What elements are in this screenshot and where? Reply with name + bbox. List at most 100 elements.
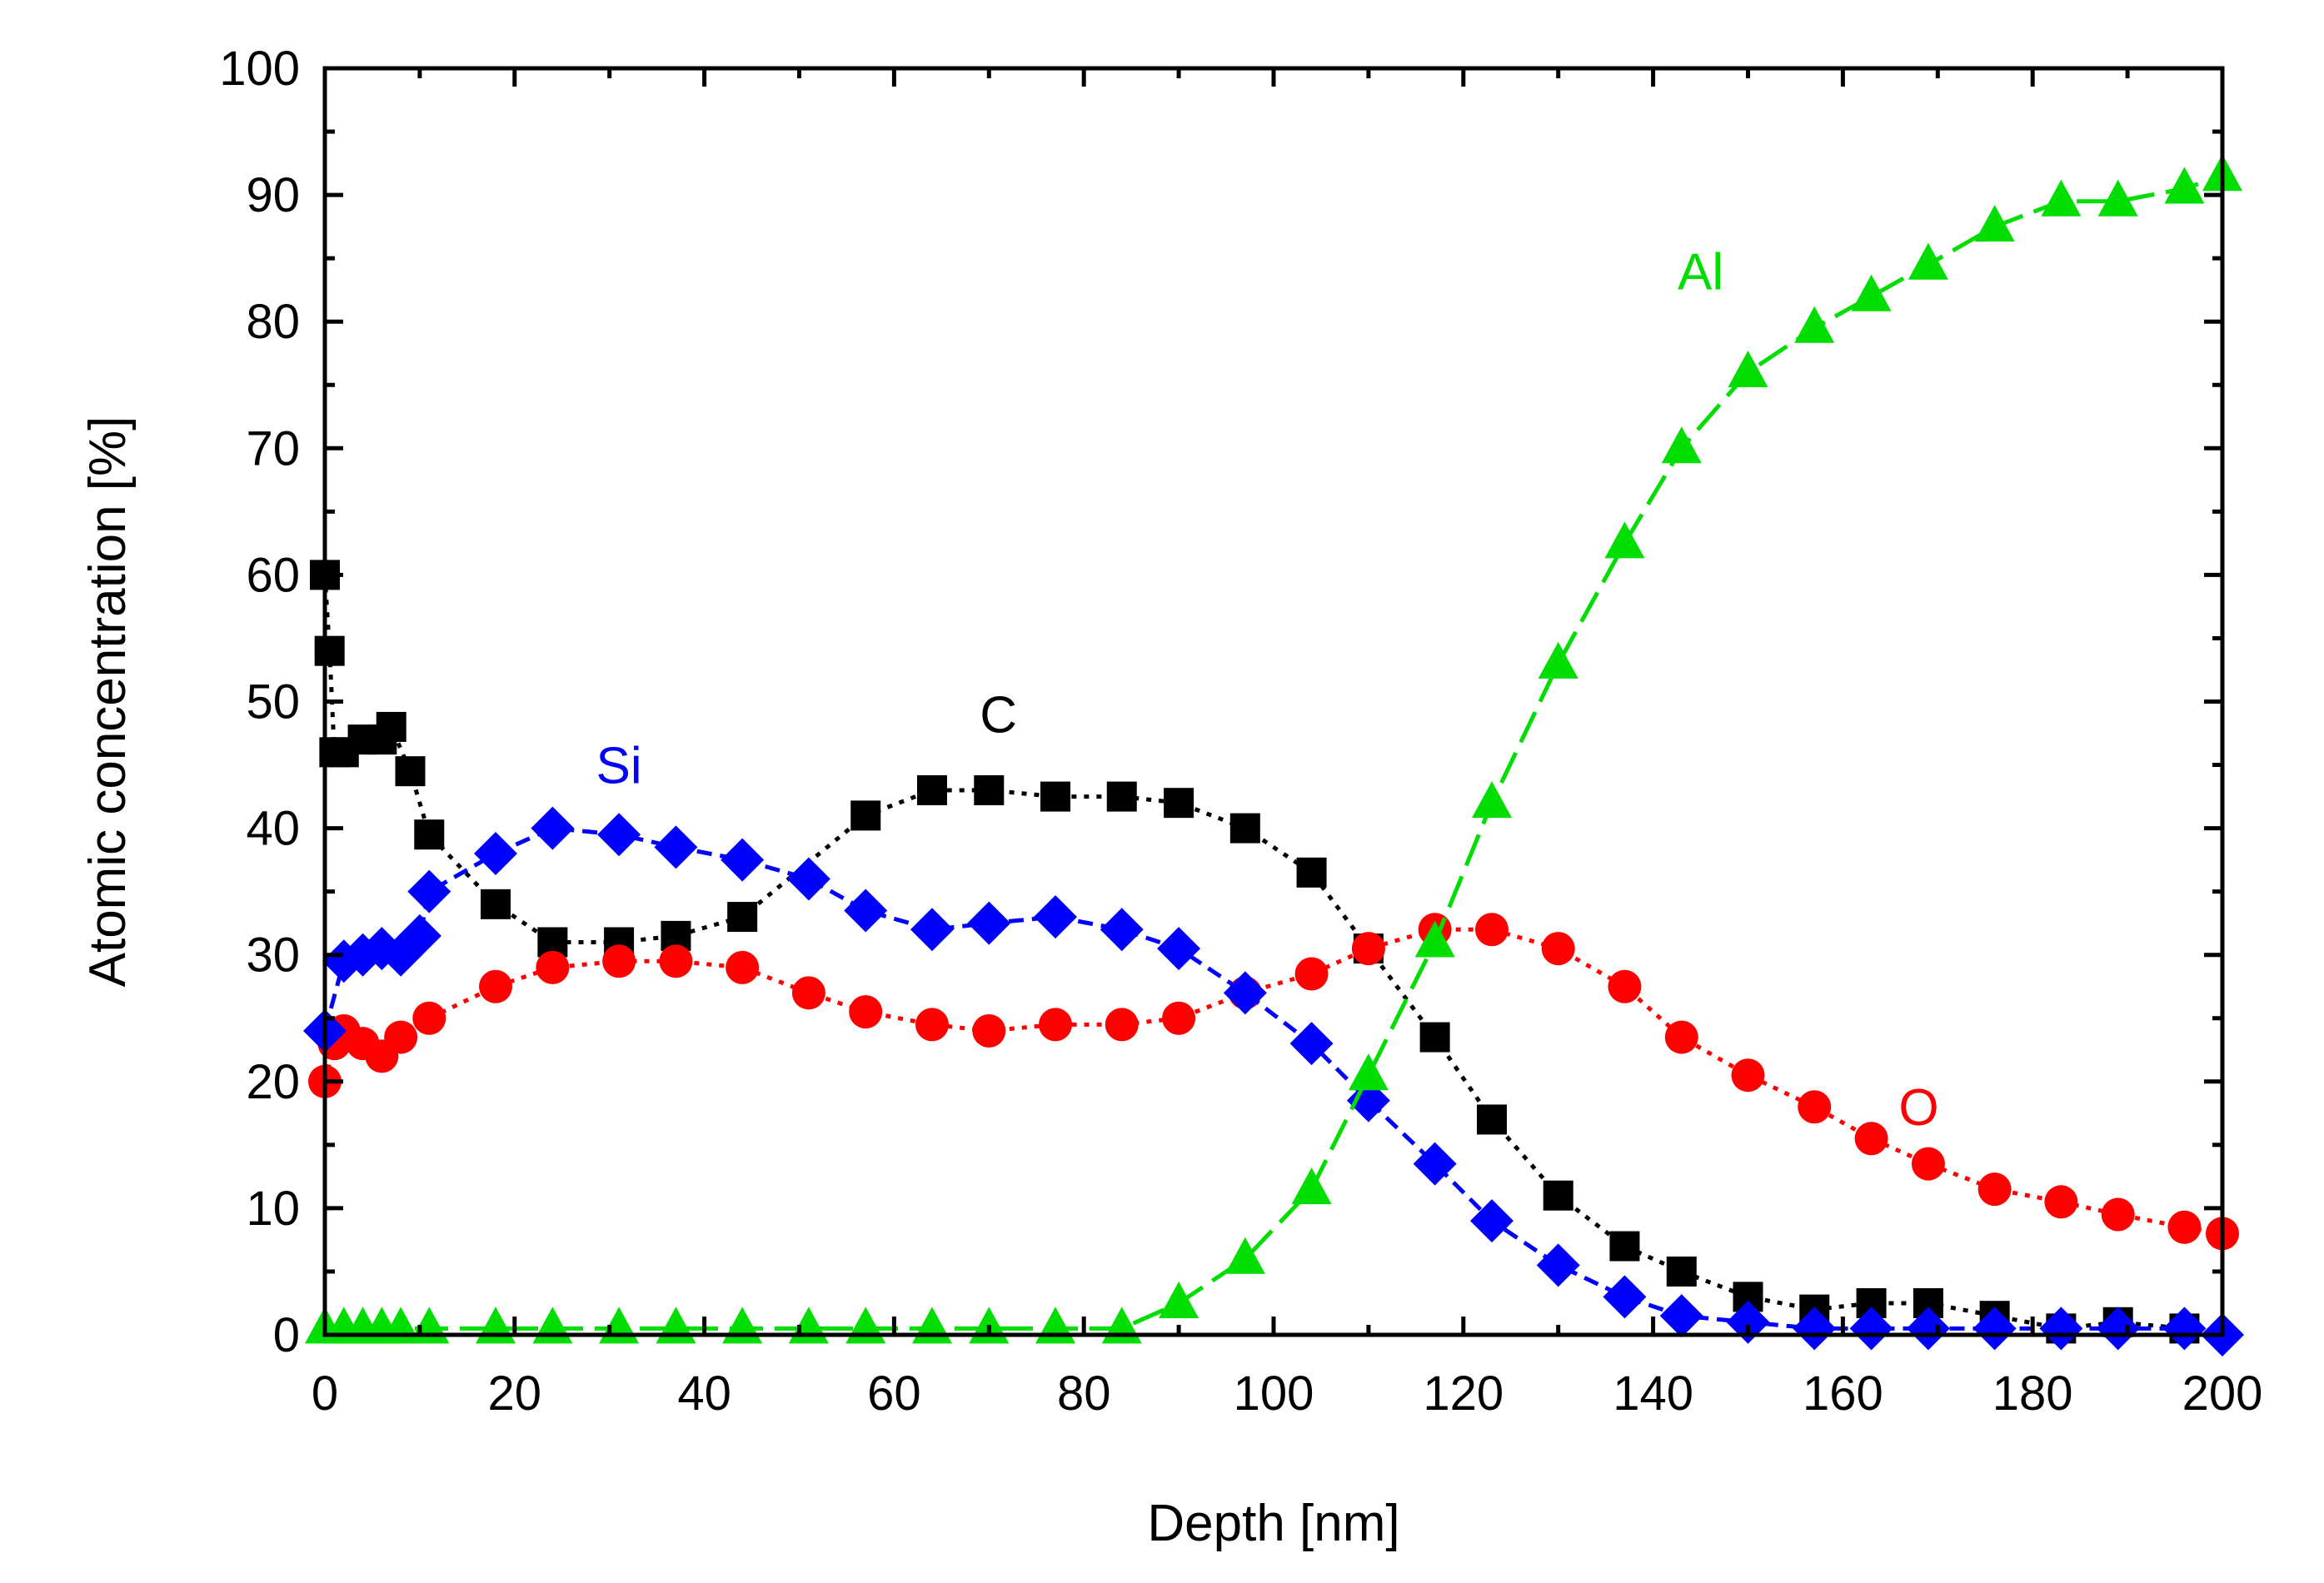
c-point bbox=[1229, 813, 1260, 844]
si-point bbox=[1413, 1142, 1457, 1186]
o-point bbox=[2167, 1210, 2202, 1244]
x-axis-title: Depth [nm] bbox=[1147, 1495, 1399, 1552]
y-tick-label: 40 bbox=[246, 802, 300, 856]
x-tick-label: 140 bbox=[1613, 1366, 1693, 1421]
y-tick-label: 0 bbox=[273, 1308, 300, 1362]
c-point bbox=[1296, 857, 1327, 888]
al-point bbox=[409, 1307, 450, 1344]
si-point bbox=[786, 857, 830, 901]
o-point bbox=[384, 1020, 418, 1054]
o-point bbox=[1351, 932, 1385, 966]
si-point bbox=[967, 901, 1011, 945]
al-point bbox=[1291, 1167, 1332, 1205]
x-tick-label: 180 bbox=[1992, 1366, 2073, 1421]
c-point bbox=[1040, 781, 1071, 812]
si-point bbox=[910, 908, 954, 952]
series-si bbox=[303, 806, 2244, 1357]
o-point bbox=[791, 976, 825, 1010]
o-point bbox=[2101, 1197, 2135, 1232]
si-point bbox=[1603, 1275, 1647, 1319]
c-point bbox=[1666, 1256, 1697, 1287]
si-point bbox=[2096, 1307, 2140, 1351]
o-point bbox=[726, 950, 760, 984]
o-point bbox=[1977, 1172, 2012, 1207]
al-point bbox=[2041, 179, 2082, 217]
si-point bbox=[1793, 1307, 1837, 1351]
c-point bbox=[1164, 788, 1194, 819]
al-point bbox=[1538, 641, 1578, 679]
x-tick-label: 40 bbox=[677, 1366, 731, 1421]
si-point bbox=[397, 913, 441, 958]
c-point bbox=[314, 635, 345, 666]
c-point bbox=[1609, 1231, 1640, 1262]
al-point bbox=[1101, 1307, 1142, 1344]
al-point bbox=[2097, 179, 2138, 217]
c-point bbox=[727, 902, 758, 933]
si-point bbox=[844, 889, 888, 933]
si-series-label: Si bbox=[596, 738, 642, 795]
al-point bbox=[2164, 167, 2205, 204]
al-point bbox=[1471, 781, 1512, 819]
o-point bbox=[1731, 1058, 1765, 1093]
al-point bbox=[788, 1307, 829, 1344]
o-point bbox=[602, 944, 636, 978]
al-point bbox=[1159, 1281, 1199, 1318]
o-point bbox=[479, 969, 513, 1003]
y-tick-label: 10 bbox=[246, 1182, 300, 1236]
si-point bbox=[1849, 1307, 1893, 1351]
x-tick-label: 120 bbox=[1423, 1366, 1504, 1421]
al-point bbox=[476, 1307, 516, 1344]
si-point bbox=[1289, 1022, 1334, 1066]
ticks-layer bbox=[322, 66, 2225, 1337]
c-point bbox=[1543, 1180, 1573, 1211]
o-line bbox=[322, 927, 2223, 1236]
c-point bbox=[850, 800, 881, 831]
y-tick-label: 60 bbox=[246, 548, 300, 602]
y-tick-label: 70 bbox=[246, 421, 300, 475]
al-point bbox=[1661, 426, 1702, 464]
si-point bbox=[654, 825, 698, 869]
y-tick-label: 20 bbox=[246, 1055, 300, 1109]
al-point bbox=[722, 1307, 763, 1344]
c-point bbox=[395, 756, 426, 787]
c-series-label: C bbox=[980, 687, 1017, 744]
al-point bbox=[599, 1307, 640, 1344]
o-point bbox=[1105, 1008, 1139, 1042]
si-point bbox=[1100, 908, 1144, 952]
si-point bbox=[407, 869, 451, 913]
al-point bbox=[1851, 274, 1892, 311]
y-tick-label: 90 bbox=[246, 168, 300, 222]
al-point bbox=[911, 1307, 952, 1344]
al-point bbox=[1974, 205, 2015, 242]
si-point bbox=[597, 813, 641, 857]
si-point bbox=[474, 832, 518, 876]
o-point bbox=[849, 995, 883, 1029]
si-point bbox=[721, 838, 765, 882]
al-point bbox=[1224, 1237, 1265, 1274]
al-point bbox=[1035, 1307, 1076, 1344]
al-series-label: Al bbox=[1678, 243, 1723, 301]
si-point bbox=[1034, 895, 1078, 939]
o-point bbox=[1039, 1008, 1073, 1042]
y-tick-label: 100 bbox=[219, 42, 300, 96]
o-point bbox=[1854, 1122, 1888, 1156]
x-tick-label: 80 bbox=[1057, 1366, 1111, 1421]
o-point bbox=[659, 944, 693, 978]
x-tick-label: 60 bbox=[867, 1366, 921, 1421]
al-point bbox=[532, 1307, 573, 1344]
si-point bbox=[1972, 1307, 2017, 1351]
al-point bbox=[1414, 920, 1455, 958]
o-point bbox=[536, 950, 570, 984]
y-tick-label: 30 bbox=[246, 928, 300, 983]
c-point bbox=[414, 819, 445, 850]
o-point bbox=[1608, 969, 1642, 1003]
o-point bbox=[412, 1001, 446, 1035]
si-point bbox=[1223, 971, 1267, 1015]
o-series-label: O bbox=[1898, 1079, 1938, 1137]
c-point bbox=[1106, 781, 1137, 812]
x-tick-label: 200 bbox=[2182, 1366, 2263, 1421]
o-point bbox=[1664, 1020, 1698, 1054]
al-point bbox=[845, 1307, 886, 1344]
al-point bbox=[1728, 351, 1768, 388]
